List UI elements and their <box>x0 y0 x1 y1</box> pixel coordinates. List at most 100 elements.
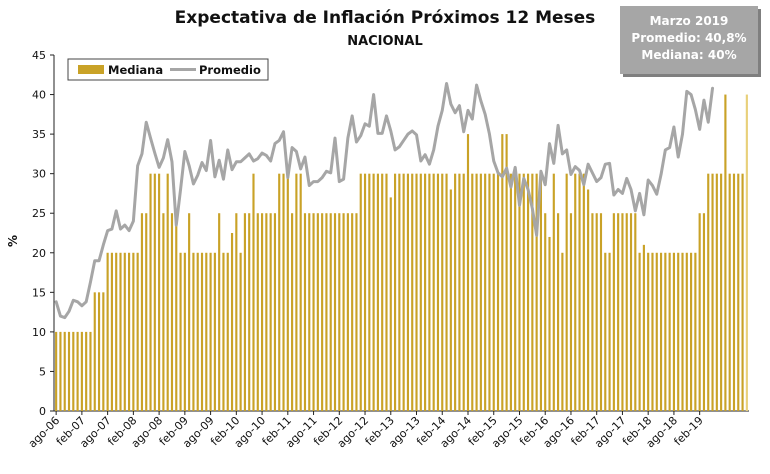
promedio-point <box>428 163 431 166</box>
promedio-point <box>145 121 148 124</box>
promedio-point <box>72 299 75 302</box>
mediana-bar <box>492 173 495 411</box>
promedio-point <box>321 176 324 179</box>
mediana-bar <box>690 252 693 411</box>
mediana-bar <box>424 173 427 411</box>
promedio-point <box>68 310 70 313</box>
promedio-point <box>123 224 126 226</box>
promedio-point <box>557 124 559 127</box>
promedio-point <box>574 165 577 168</box>
chart-legend: Mediana Promedio <box>67 58 269 81</box>
mediana-bar <box>385 173 388 411</box>
mediana-bar <box>381 173 384 411</box>
promedio-point <box>694 108 697 111</box>
promedio-point <box>587 163 590 166</box>
legend-mediana-swatch <box>78 65 104 74</box>
y-tick-label: 45 <box>32 49 46 62</box>
mediana-bar <box>436 173 440 411</box>
mediana-bar <box>200 252 204 411</box>
promedio-point <box>304 156 306 158</box>
mediana-bar <box>479 173 482 411</box>
promedio-point <box>346 137 349 139</box>
promedio-point <box>664 149 667 151</box>
mediana-bar <box>303 213 307 411</box>
mediana-bar <box>432 173 435 411</box>
promedio-point <box>651 184 654 187</box>
promedio-point <box>196 174 199 177</box>
promedio-point <box>548 142 551 145</box>
mediana-bar <box>149 173 152 411</box>
promedio-point <box>183 150 186 153</box>
mediana-bar <box>411 173 414 411</box>
promedio-point <box>244 156 246 159</box>
legend-promedio-label: Promedio <box>199 63 261 77</box>
promedio-point <box>252 160 255 162</box>
mediana-bar <box>329 213 332 411</box>
mediana-bar <box>145 213 148 411</box>
mediana-bar <box>475 173 478 411</box>
promedio-point <box>85 300 88 303</box>
promedio-point <box>600 176 602 179</box>
mediana-bar <box>260 213 264 411</box>
mediana-bar <box>166 173 169 411</box>
mediana-bar <box>321 213 324 411</box>
chart-subtitle: NACIONAL <box>347 34 423 49</box>
promedio-point <box>685 90 688 93</box>
mediana-bar <box>393 173 397 411</box>
promedio-point <box>76 300 79 303</box>
y-tick-label: 10 <box>32 326 46 339</box>
mediana-bar <box>505 134 508 411</box>
mediana-bar <box>677 252 680 411</box>
mediana-bar <box>153 173 156 411</box>
mediana-bar <box>458 173 461 411</box>
mediana-bar <box>308 213 311 411</box>
mediana-bar <box>312 213 315 411</box>
mediana-bar <box>196 252 199 411</box>
promedio-point <box>604 163 607 166</box>
x-tick-label: ago-06 <box>26 414 63 451</box>
promedio-point <box>316 180 319 183</box>
promedio-point <box>402 139 405 142</box>
promedio-point <box>711 87 714 90</box>
mediana-bar <box>647 252 650 411</box>
promedio-point <box>222 178 225 181</box>
promedio-point <box>407 133 409 136</box>
promedio-point <box>505 167 508 170</box>
promedio-point <box>282 130 285 133</box>
promedio-point <box>132 220 135 223</box>
mediana-bar <box>115 252 118 411</box>
promedio-point <box>565 149 568 151</box>
promedio-point <box>385 115 388 117</box>
mediana-bar <box>488 173 491 411</box>
mediana-bar <box>295 173 298 411</box>
mediana-bar <box>561 252 564 411</box>
mediana-bar <box>518 173 521 411</box>
promedio-point <box>381 132 384 135</box>
promedio-point <box>325 170 328 173</box>
mediana-bar <box>93 292 96 411</box>
mediana-bar <box>256 213 259 411</box>
mediana-bar <box>333 213 337 411</box>
mediana-bar <box>449 189 452 411</box>
promedio-point <box>286 176 289 179</box>
mediana-bar <box>496 173 500 411</box>
promedio-point <box>458 104 461 107</box>
mediana-bar <box>55 331 58 411</box>
promedio-point <box>642 213 645 216</box>
mediana-bar <box>728 173 731 411</box>
mediana-bar <box>694 252 697 411</box>
mediana-bar <box>162 213 165 411</box>
y-tick-label: 30 <box>32 168 46 181</box>
mediana-bar <box>222 252 225 411</box>
mediana-bar <box>595 213 598 411</box>
promedio-point <box>166 138 169 141</box>
promedio-point <box>158 166 161 169</box>
mediana-bar <box>175 213 178 411</box>
mediana-bar <box>715 173 718 411</box>
promedio-point <box>256 157 259 160</box>
mediana-bar <box>702 213 706 411</box>
y-tick-label: 40 <box>32 89 46 102</box>
mediana-bar <box>102 292 105 411</box>
mediana-bar <box>63 331 66 411</box>
